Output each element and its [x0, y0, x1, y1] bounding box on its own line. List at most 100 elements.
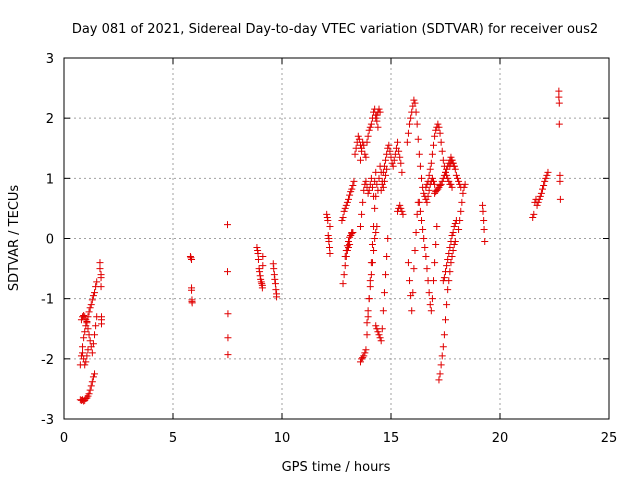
y-tick-label: -1: [41, 293, 54, 308]
data-point: [447, 153, 455, 161]
data-point: [404, 259, 412, 267]
x-tick-label: 5: [169, 431, 177, 446]
data-point: [539, 185, 547, 193]
data-point: [380, 289, 388, 297]
x-tick-label: 25: [601, 431, 618, 446]
data-point: [378, 325, 386, 333]
data-point: [432, 126, 440, 134]
data-point: [435, 376, 443, 384]
data-point: [416, 162, 424, 170]
data-point: [424, 192, 432, 200]
series-segment-5.8h: [186, 253, 196, 307]
data-point: [341, 262, 349, 270]
data-point: [361, 349, 369, 357]
data-point: [344, 238, 352, 246]
data-point: [342, 247, 350, 255]
data-point: [89, 292, 97, 300]
data-point: [418, 216, 426, 224]
data-point: [437, 180, 445, 188]
data-point: [360, 352, 368, 360]
data-point: [413, 120, 421, 128]
data-point: [87, 382, 95, 390]
data-point: [86, 304, 94, 312]
data-point: [438, 352, 446, 360]
data-point: [436, 370, 444, 378]
data-point: [89, 373, 97, 381]
data-point: [428, 150, 436, 158]
data-point: [271, 275, 279, 283]
data-point: [344, 195, 352, 203]
data-point: [374, 328, 382, 336]
data-point: [224, 334, 232, 342]
data-point: [411, 247, 419, 255]
data-point: [433, 222, 441, 230]
data-point: [480, 225, 488, 233]
data-point: [373, 117, 381, 125]
data-point: [459, 189, 467, 197]
series-segment-17.8h-top: [446, 156, 458, 170]
series-segment-22.7h: [555, 87, 564, 203]
data-point: [187, 254, 195, 262]
data-point: [80, 312, 88, 320]
data-point: [403, 138, 411, 146]
data-point: [364, 313, 372, 321]
data-point: [448, 156, 456, 164]
data-point: [414, 135, 422, 143]
data-point: [442, 316, 449, 324]
data-point: [412, 228, 420, 236]
data-point: [356, 141, 364, 149]
data-point: [422, 183, 430, 191]
data-point: [430, 141, 438, 149]
data-point: [356, 358, 364, 366]
data-point: [450, 222, 458, 230]
series-segment-19.3h: [479, 201, 489, 246]
data-point: [396, 201, 404, 209]
data-point: [364, 132, 372, 140]
data-point: [408, 307, 416, 315]
data-point: [535, 195, 543, 203]
data-point: [438, 177, 446, 185]
data-point: [382, 271, 390, 279]
data-point: [382, 156, 390, 164]
data-point: [479, 201, 487, 209]
data-point: [448, 231, 456, 239]
data-point: [372, 228, 380, 236]
data-point: [416, 207, 424, 215]
data-point: [375, 105, 383, 113]
data-point: [80, 334, 88, 342]
data-point: [82, 358, 90, 366]
data-point: [355, 135, 363, 143]
data-point: [436, 129, 444, 137]
series-segment-0.8h-rise: [76, 278, 101, 369]
data-point: [425, 289, 433, 297]
data-point: [542, 174, 550, 182]
data-point: [83, 319, 91, 327]
series-segment-12.9h-upper: [338, 177, 358, 224]
data-point: [359, 354, 367, 362]
data-point: [415, 198, 423, 206]
data-point: [544, 168, 552, 176]
series-segment-14.5h-dive: [372, 235, 392, 345]
data-point: [271, 280, 279, 288]
data-point: [533, 201, 541, 209]
data-point: [427, 307, 435, 315]
data-point: [368, 259, 376, 267]
data-point: [97, 320, 105, 328]
series-segment-8.9h: [253, 244, 267, 292]
data-point: [224, 351, 232, 359]
data-point: [428, 295, 436, 303]
y-tick-label: 2: [46, 112, 54, 127]
chart-title: Day 081 of 2021, Sidereal Day-to-day VTE…: [72, 22, 598, 37]
data-point: [350, 177, 358, 185]
data-point: [411, 99, 419, 107]
series-segment-0.9h-drop: [79, 346, 92, 369]
data-point: [372, 114, 380, 122]
data-point: [256, 268, 264, 276]
data-point: [88, 349, 96, 357]
data-point: [481, 238, 489, 246]
data-point: [444, 286, 452, 294]
data-point: [366, 283, 374, 291]
data-point: [455, 225, 463, 233]
data-point: [224, 268, 231, 276]
y-axis-label: SDTVAR / TECUs: [7, 185, 22, 292]
